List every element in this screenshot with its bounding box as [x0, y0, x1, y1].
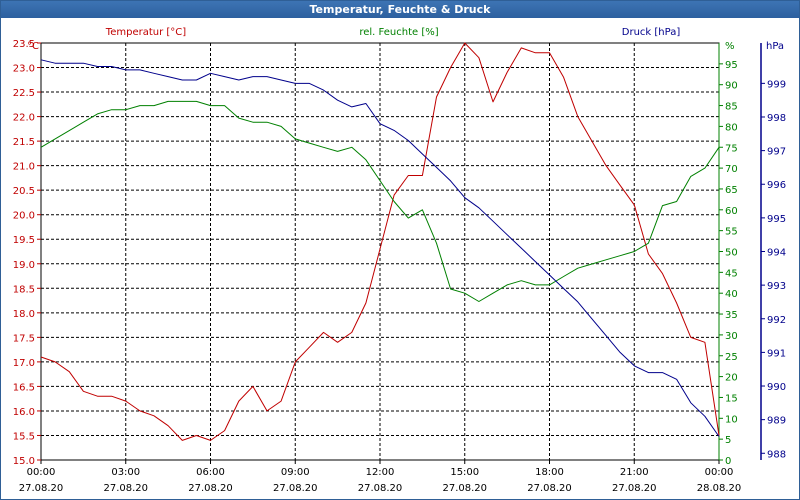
x-tick-label-time: 15:00 [450, 467, 479, 478]
y-tick-label-humidity: 85 [725, 102, 738, 113]
x-tick-label-date: 27.08.20 [188, 483, 233, 494]
y-tick-label-pressure: 991 [767, 348, 786, 359]
legend-pressure: Druck [hPa] [622, 27, 681, 38]
x-tick-label-time: 00:00 [27, 467, 56, 478]
y-tick-label-humidity: 50 [725, 248, 738, 259]
temperature-unit-label: °C [27, 41, 39, 52]
y-tick-label-temperature: 21.0 [13, 162, 35, 173]
series-line-pressure [40, 59, 720, 437]
x-tick-label-date: 27.08.20 [527, 483, 572, 494]
humidity-unit-label: % [725, 41, 735, 52]
y-tick-label-temperature: 18.5 [13, 284, 35, 295]
pressure-unit-label: hPa [766, 41, 784, 52]
x-tick-label-date: 27.08.20 [19, 483, 64, 494]
axes [37, 42, 765, 464]
x-tick-label-time: 09:00 [281, 467, 310, 478]
y-tick-label-temperature: 19.5 [13, 235, 35, 246]
y-tick-label-temperature: 23.5 [13, 39, 35, 50]
y-tick-label-pressure: 999 [767, 79, 786, 90]
y-tick-label-humidity: 5 [725, 435, 731, 446]
y-tick-label-temperature: 20.0 [13, 211, 35, 222]
x-tick-label-date: 27.08.20 [612, 483, 657, 494]
legend-humidity: rel. Feuchte [%] [359, 27, 438, 38]
x-tick-label-date: 27.08.20 [442, 483, 487, 494]
y-tick-label-humidity: 10 [725, 414, 738, 425]
axis-labels: 00:00 27.08.20 03:00 27.08.20 06:00 27.08.20 0… [13, 27, 786, 494]
y-tick-label-pressure: 992 [767, 315, 786, 326]
y-tick-label-pressure: 997 [767, 147, 786, 158]
series-lines [40, 42, 720, 441]
y-tick-label-humidity: 0 [725, 456, 731, 467]
y-tick-label-pressure: 988 [767, 449, 786, 460]
x-tick-label-time: 03:00 [111, 467, 140, 478]
legend-temperature: Temperatur [°C] [105, 27, 186, 38]
x-tick-label-time: 06:00 [196, 467, 225, 478]
y-tick-label-humidity: 15 [725, 393, 738, 404]
y-tick-label-humidity: 75 [725, 143, 738, 154]
y-tick-label-humidity: 60 [725, 206, 738, 217]
window-title: Temperatur, Feuchte & Druck [1, 1, 799, 18]
y-tick-label-humidity: 20 [725, 373, 738, 384]
x-tick-label-time: 21:00 [620, 467, 649, 478]
y-tick-label-temperature: 20.5 [13, 186, 35, 197]
x-tick-label-time: 12:00 [366, 467, 395, 478]
y-tick-label-temperature: 16.0 [13, 407, 35, 418]
y-tick-label-pressure: 998 [767, 113, 786, 124]
y-tick-label-humidity: 90 [725, 81, 738, 92]
y-tick-label-temperature: 22.5 [13, 88, 35, 99]
y-tick-label-temperature: 16.5 [13, 382, 35, 393]
y-tick-label-pressure: 989 [767, 416, 786, 427]
y-tick-label-humidity: 70 [725, 164, 738, 175]
y-tick-label-humidity: 25 [725, 352, 738, 363]
y-tick-label-temperature: 19.0 [13, 260, 35, 271]
y-tick-label-temperature: 17.5 [13, 333, 35, 344]
series-line-humidity [40, 100, 720, 302]
y-tick-label-humidity: 80 [725, 122, 738, 133]
y-tick-label-pressure: 994 [767, 248, 786, 259]
y-tick-label-temperature: 22.0 [13, 113, 35, 124]
y-tick-label-temperature: 21.5 [13, 137, 35, 148]
y-tick-label-humidity: 30 [725, 331, 738, 342]
y-tick-label-humidity: 95 [725, 60, 738, 71]
x-tick-label-date: 28.08.20 [697, 483, 742, 494]
y-tick-label-temperature: 15.0 [13, 456, 35, 467]
y-tick-label-temperature: 17.0 [13, 358, 35, 369]
x-tick-label-time: 18:00 [535, 467, 564, 478]
y-tick-label-temperature: 23.0 [13, 64, 35, 75]
y-tick-label-humidity: 35 [725, 310, 738, 321]
x-tick-label-date: 27.08.20 [103, 483, 148, 494]
y-tick-label-humidity: 65 [725, 185, 738, 196]
x-tick-label-date: 27.08.20 [273, 483, 318, 494]
y-tick-label-pressure: 995 [767, 214, 786, 225]
y-tick-label-pressure: 996 [767, 180, 786, 191]
x-tick-label-time: 00:00 [705, 467, 734, 478]
y-tick-label-humidity: 55 [725, 227, 738, 238]
y-tick-label-temperature: 15.5 [13, 431, 35, 442]
y-tick-label-humidity: 45 [725, 268, 738, 279]
y-tick-label-pressure: 993 [767, 281, 786, 292]
x-tick-label-date: 27.08.20 [358, 483, 403, 494]
series-line-temperature [40, 42, 720, 441]
y-tick-label-temperature: 18.0 [13, 309, 35, 320]
y-tick-label-humidity: 40 [725, 289, 738, 300]
y-tick-label-pressure: 990 [767, 382, 786, 393]
